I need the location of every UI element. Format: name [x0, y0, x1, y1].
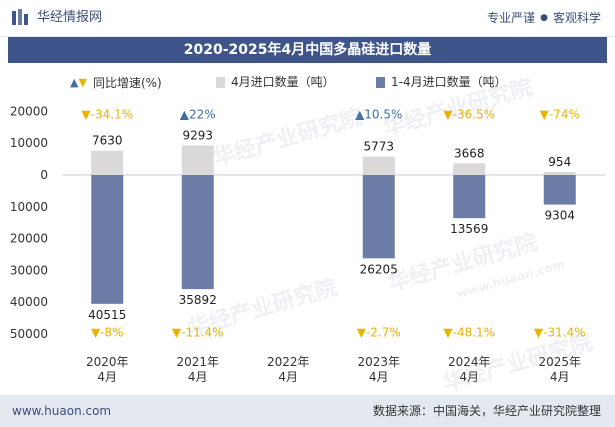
- bar-monthly: [181, 145, 214, 175]
- x-tick-label: 4月: [369, 370, 389, 384]
- growth-label-monthly: ▲22%: [180, 108, 216, 122]
- data-label-monthly: 9293: [182, 128, 213, 142]
- x-tick-label: 2020年: [86, 355, 129, 369]
- legend-cumulative-label: 1-4月进口数量（吨）: [391, 75, 507, 89]
- brand-name: 华经情报网: [37, 10, 103, 25]
- legend-cumulative: 1-4月进口数量（吨）: [376, 72, 507, 92]
- y-tick-label: 10000: [10, 136, 48, 150]
- slogan: 专业严谨 ● 客观科学: [487, 10, 601, 26]
- growth-label-cumulative: ▼-11.4%: [172, 326, 224, 340]
- bar-monthly: [91, 150, 124, 175]
- bar-cumulative: [543, 175, 576, 205]
- y-tick-label: 0: [40, 168, 48, 182]
- legend-growth-label: 同比增速(%): [92, 75, 162, 90]
- slogan-left: 专业严谨: [487, 11, 536, 25]
- brand-logo-icon: [12, 9, 28, 25]
- slogan-dot-icon: ●: [540, 13, 548, 23]
- bar-cumulative: [362, 175, 395, 259]
- data-label-monthly: 3668: [454, 146, 485, 160]
- legend-monthly-swatch: [216, 76, 225, 88]
- growth-label-monthly: ▼-74%: [540, 108, 580, 122]
- y-tick-label: 30000: [10, 263, 48, 277]
- x-tick-label: 2021年: [176, 355, 219, 369]
- legend-monthly: 4月进口数量（吨）: [216, 72, 335, 92]
- data-label-monthly: 954: [548, 155, 571, 169]
- footer-website-link[interactable]: www.huaon.com: [12, 404, 112, 418]
- data-label-cumulative: 26205: [360, 262, 398, 276]
- growth-label-cumulative: ▼-8%: [91, 326, 124, 340]
- y-tick-label: 50000: [10, 327, 48, 341]
- x-tick-label: 4月: [278, 370, 298, 384]
- data-label-cumulative: 9304: [544, 209, 575, 223]
- data-label-cumulative: 40515: [88, 308, 126, 322]
- bar-cumulative: [181, 175, 214, 290]
- footer-source: 数据来源：中国海关，华经产业研究院整理: [372, 404, 601, 418]
- bar-monthly: [362, 156, 395, 175]
- data-label-cumulative: 35892: [179, 293, 217, 307]
- growth-label-cumulative: ▼-2.7%: [357, 326, 401, 340]
- bar-cumulative: [91, 175, 124, 304]
- growth-label-monthly: ▲10.5%: [355, 108, 402, 122]
- chart-legend: ▲▼ 同比增速(%) 4月进口数量（吨） 1-4月进口数量（吨）: [0, 72, 615, 94]
- chart-plot: 20000 10000 0 10000 20000 30000 40000 50000 2020…: [10, 104, 605, 384]
- growth-label-monthly: ▼-34.1%: [81, 108, 133, 122]
- growth-label-cumulative: ▼-48.1%: [443, 326, 495, 340]
- x-tick-label: 2025年: [538, 355, 581, 369]
- chart-title: 2020-2025年4月中国多晶硅进口数量: [8, 37, 607, 63]
- growth-label-monthly: ▼-36.5%: [443, 108, 495, 122]
- legend-cumulative-swatch: [376, 76, 385, 88]
- x-tick-label: 4月: [97, 370, 117, 384]
- bar-monthly: [453, 163, 486, 175]
- x-tick-label: 4月: [459, 370, 479, 384]
- x-tick-label: 4月: [550, 370, 570, 384]
- data-label-cumulative: 13569: [450, 222, 488, 236]
- x-tick-label: 2024年: [448, 355, 491, 369]
- bar-monthly: [543, 171, 576, 175]
- x-tick-label: 4月: [188, 370, 208, 384]
- data-label-monthly: 7630: [92, 134, 123, 148]
- x-tick-label: 2023年: [357, 355, 400, 369]
- slogan-right: 客观科学: [552, 11, 601, 25]
- data-label-monthly: 5773: [363, 140, 394, 154]
- header-bar: 华经情报网 专业严谨 ● 客观科学: [0, 0, 615, 37]
- growth-markers-icon: ▲▼: [70, 76, 87, 89]
- x-tick-label: 2022年: [267, 355, 310, 369]
- growth-label-cumulative: ▼-31.4%: [534, 326, 586, 340]
- bar-cumulative: [453, 175, 486, 219]
- legend-growth: ▲▼ 同比增速(%): [70, 72, 162, 93]
- y-tick-label: 20000: [10, 104, 48, 118]
- footer-bar: www.huaon.com 数据来源：中国海关，华经产业研究院整理: [0, 395, 615, 427]
- y-tick-label: 40000: [10, 295, 48, 309]
- y-tick-label: 20000: [10, 232, 48, 246]
- brand[interactable]: 华经情报网: [12, 9, 102, 26]
- legend-monthly-label: 4月进口数量（吨）: [231, 75, 335, 89]
- y-tick-label: 10000: [10, 200, 48, 214]
